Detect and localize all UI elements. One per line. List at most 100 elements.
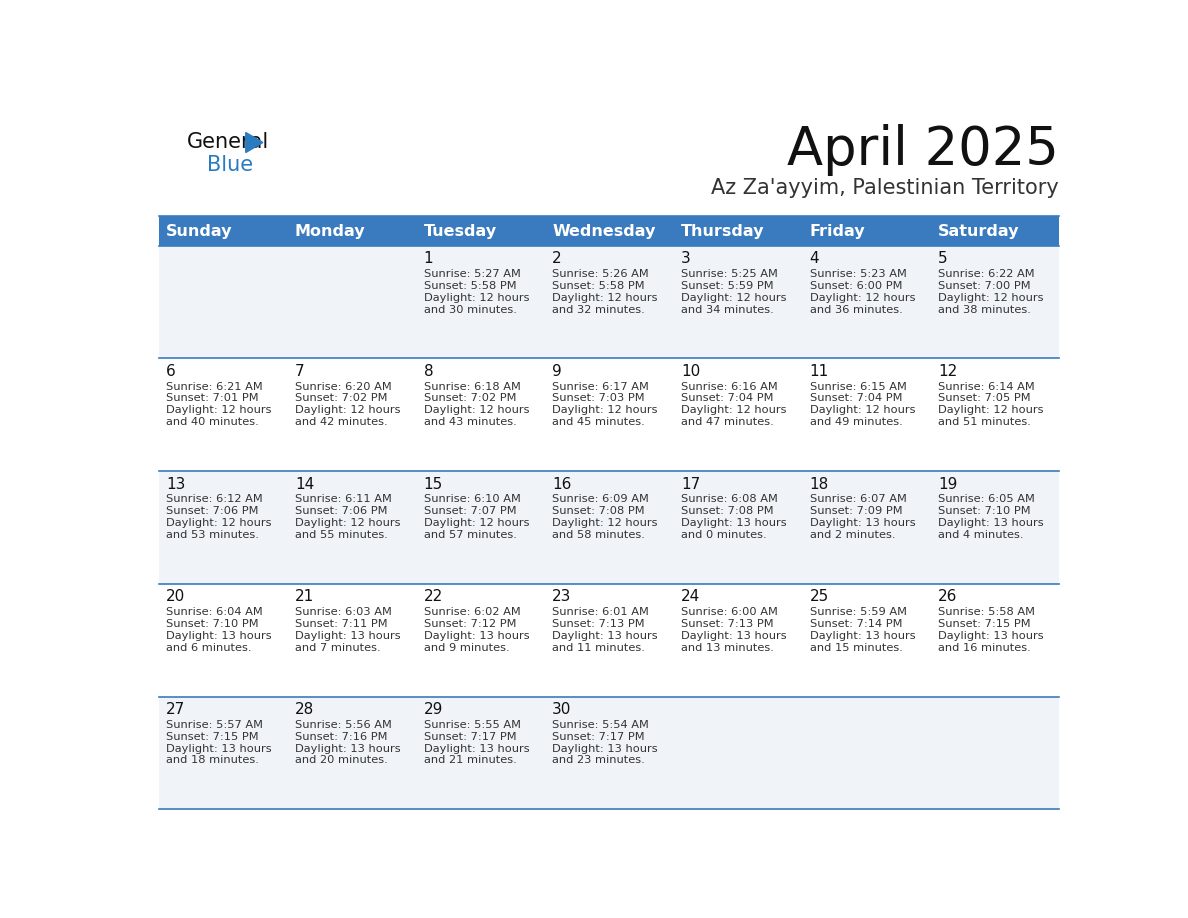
- Text: Daylight: 12 hours: Daylight: 12 hours: [166, 406, 272, 415]
- Text: Sunset: 7:06 PM: Sunset: 7:06 PM: [166, 506, 259, 516]
- Text: 2: 2: [552, 251, 562, 266]
- Text: Daylight: 12 hours: Daylight: 12 hours: [552, 293, 658, 303]
- Bar: [158, 584, 1060, 697]
- Text: Daylight: 13 hours: Daylight: 13 hours: [809, 631, 915, 641]
- Text: Sunset: 7:02 PM: Sunset: 7:02 PM: [295, 394, 387, 403]
- Text: Daylight: 12 hours: Daylight: 12 hours: [939, 406, 1044, 415]
- Text: Daylight: 12 hours: Daylight: 12 hours: [552, 518, 658, 528]
- Text: and 34 minutes.: and 34 minutes.: [681, 305, 773, 315]
- Text: 17: 17: [681, 476, 700, 491]
- Text: Sunset: 7:10 PM: Sunset: 7:10 PM: [939, 506, 1031, 516]
- Text: Sunrise: 5:58 AM: Sunrise: 5:58 AM: [939, 607, 1035, 617]
- Text: and 6 minutes.: and 6 minutes.: [166, 643, 252, 653]
- Text: Sunset: 7:07 PM: Sunset: 7:07 PM: [424, 506, 517, 516]
- Text: Saturday: Saturday: [939, 224, 1019, 239]
- Text: Sunrise: 6:07 AM: Sunrise: 6:07 AM: [809, 494, 906, 504]
- Text: Daylight: 13 hours: Daylight: 13 hours: [166, 744, 272, 754]
- Text: 22: 22: [424, 589, 443, 604]
- Text: Sunrise: 6:14 AM: Sunrise: 6:14 AM: [939, 382, 1035, 391]
- Text: and 4 minutes.: and 4 minutes.: [939, 530, 1024, 540]
- Text: and 13 minutes.: and 13 minutes.: [681, 643, 773, 653]
- Text: Sunset: 7:13 PM: Sunset: 7:13 PM: [681, 619, 773, 629]
- Text: Sunrise: 6:04 AM: Sunrise: 6:04 AM: [166, 607, 263, 617]
- Text: and 0 minutes.: and 0 minutes.: [681, 530, 766, 540]
- Bar: [158, 217, 287, 246]
- Text: and 45 minutes.: and 45 minutes.: [552, 418, 645, 427]
- Text: Thursday: Thursday: [681, 224, 764, 239]
- Text: Sunrise: 5:25 AM: Sunrise: 5:25 AM: [681, 269, 778, 279]
- Text: 25: 25: [809, 589, 829, 604]
- Text: 5: 5: [939, 251, 948, 266]
- Text: 18: 18: [809, 476, 829, 491]
- Text: Daylight: 13 hours: Daylight: 13 hours: [939, 518, 1044, 528]
- Text: and 43 minutes.: and 43 minutes.: [424, 418, 517, 427]
- Bar: [158, 697, 1060, 810]
- Text: and 51 minutes.: and 51 minutes.: [939, 418, 1031, 427]
- Text: and 55 minutes.: and 55 minutes.: [295, 530, 387, 540]
- Text: Friday: Friday: [809, 224, 865, 239]
- Text: Daylight: 12 hours: Daylight: 12 hours: [424, 518, 529, 528]
- Text: Sunrise: 6:20 AM: Sunrise: 6:20 AM: [295, 382, 392, 391]
- Bar: [416, 217, 544, 246]
- Text: Az Za'ayyim, Palestinian Territory: Az Za'ayyim, Palestinian Territory: [712, 178, 1060, 198]
- Text: 15: 15: [424, 476, 443, 491]
- Text: 26: 26: [939, 589, 958, 604]
- Text: Sunset: 7:12 PM: Sunset: 7:12 PM: [424, 619, 516, 629]
- Text: Sunset: 7:15 PM: Sunset: 7:15 PM: [166, 732, 259, 742]
- Text: Sunset: 7:13 PM: Sunset: 7:13 PM: [552, 619, 645, 629]
- Text: Sunset: 7:06 PM: Sunset: 7:06 PM: [295, 506, 387, 516]
- Text: and 9 minutes.: and 9 minutes.: [424, 643, 510, 653]
- Text: Sunrise: 6:03 AM: Sunrise: 6:03 AM: [295, 607, 392, 617]
- Text: Sunrise: 6:18 AM: Sunrise: 6:18 AM: [424, 382, 520, 391]
- Text: Sunrise: 6:17 AM: Sunrise: 6:17 AM: [552, 382, 649, 391]
- Text: and 57 minutes.: and 57 minutes.: [424, 530, 517, 540]
- Text: Sunset: 7:02 PM: Sunset: 7:02 PM: [424, 394, 516, 403]
- Text: General: General: [188, 131, 270, 151]
- Text: Wednesday: Wednesday: [552, 224, 656, 239]
- Text: and 20 minutes.: and 20 minutes.: [295, 756, 387, 766]
- Text: 29: 29: [424, 702, 443, 717]
- Text: Sunday: Sunday: [166, 224, 233, 239]
- Text: and 2 minutes.: and 2 minutes.: [809, 530, 895, 540]
- Text: Daylight: 13 hours: Daylight: 13 hours: [552, 631, 658, 641]
- Text: and 15 minutes.: and 15 minutes.: [809, 643, 903, 653]
- Text: and 16 minutes.: and 16 minutes.: [939, 643, 1031, 653]
- Text: Sunset: 7:17 PM: Sunset: 7:17 PM: [424, 732, 517, 742]
- Text: Daylight: 13 hours: Daylight: 13 hours: [295, 631, 400, 641]
- Text: Daylight: 12 hours: Daylight: 12 hours: [166, 518, 272, 528]
- Text: April 2025: April 2025: [788, 124, 1060, 176]
- Text: and 7 minutes.: and 7 minutes.: [295, 643, 380, 653]
- Text: 16: 16: [552, 476, 571, 491]
- Bar: [158, 246, 1060, 358]
- Text: Sunrise: 5:54 AM: Sunrise: 5:54 AM: [552, 720, 649, 730]
- Text: Tuesday: Tuesday: [424, 224, 497, 239]
- Text: Sunrise: 5:23 AM: Sunrise: 5:23 AM: [809, 269, 906, 279]
- Text: Sunrise: 5:26 AM: Sunrise: 5:26 AM: [552, 269, 649, 279]
- Text: and 53 minutes.: and 53 minutes.: [166, 530, 259, 540]
- Text: Daylight: 12 hours: Daylight: 12 hours: [424, 406, 529, 415]
- Text: and 40 minutes.: and 40 minutes.: [166, 418, 259, 427]
- Text: 6: 6: [166, 364, 176, 379]
- Text: and 30 minutes.: and 30 minutes.: [424, 305, 517, 315]
- Text: Sunrise: 5:55 AM: Sunrise: 5:55 AM: [424, 720, 520, 730]
- Text: Sunset: 7:10 PM: Sunset: 7:10 PM: [166, 619, 259, 629]
- Text: Daylight: 13 hours: Daylight: 13 hours: [552, 744, 658, 754]
- Bar: [287, 217, 416, 246]
- Text: 8: 8: [424, 364, 434, 379]
- Text: Sunset: 7:01 PM: Sunset: 7:01 PM: [166, 394, 259, 403]
- Text: 12: 12: [939, 364, 958, 379]
- Text: Sunrise: 6:00 AM: Sunrise: 6:00 AM: [681, 607, 778, 617]
- Text: 11: 11: [809, 364, 829, 379]
- Bar: [158, 471, 1060, 584]
- Text: 28: 28: [295, 702, 314, 717]
- Text: and 18 minutes.: and 18 minutes.: [166, 756, 259, 766]
- Text: Sunset: 7:11 PM: Sunset: 7:11 PM: [295, 619, 387, 629]
- Text: Sunrise: 5:56 AM: Sunrise: 5:56 AM: [295, 720, 392, 730]
- Text: Sunrise: 5:27 AM: Sunrise: 5:27 AM: [424, 269, 520, 279]
- Bar: [158, 358, 1060, 471]
- Text: Sunrise: 6:16 AM: Sunrise: 6:16 AM: [681, 382, 778, 391]
- Bar: [674, 217, 802, 246]
- Text: Sunset: 6:00 PM: Sunset: 6:00 PM: [809, 281, 902, 291]
- Text: 21: 21: [295, 589, 314, 604]
- Text: Daylight: 12 hours: Daylight: 12 hours: [681, 406, 786, 415]
